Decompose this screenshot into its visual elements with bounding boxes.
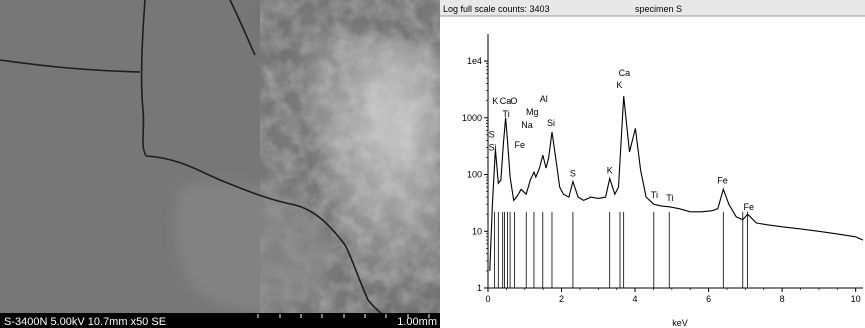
peak-label: Si [547,118,555,128]
sem-caption-info: S-3400N 5.00kV 10.7mm x50 SE [4,316,166,328]
peak-label: Al [540,94,548,104]
peak-label: S [570,169,576,179]
y-tick-label: 1e4 [467,56,482,66]
peak-label: Ti [666,193,673,203]
sem-info-bar [0,313,440,328]
x-tick-label: 4 [633,294,638,304]
spectrum-header-bar [440,0,865,16]
y-tick-label: 1 [477,283,482,293]
peak-label: Fe [717,175,728,185]
peak-label: Ti [503,109,510,119]
spectrum-title: specimen S [635,4,682,14]
x-tick-label: 6 [706,294,711,304]
sem-scale-ticks [257,314,430,318]
peak-label: Na [521,120,533,130]
y-tick-label: 10 [472,226,482,236]
peak-label: O [510,96,517,106]
eds-spectrum-chart: Log full scale counts: 3403 specimen S k… [440,0,865,328]
spectrum-line [489,96,864,271]
peak-label: Fe [514,140,525,150]
sem-micrograph-panel: S-3400N 5.00kV 10.7mm x50 SE 1.00mm [0,0,440,328]
x-tick-label: 10 [851,294,861,304]
peak-label: K [607,166,613,176]
x-tick-label: 8 [780,294,785,304]
spectrum-header-left: Log full scale counts: 3403 [443,4,550,14]
peak-label: K [616,80,622,90]
x-axis-label: keV [672,318,688,328]
x-tick-label: 2 [559,294,564,304]
peak-label: S [489,129,495,139]
sem-scale-label: 1.00mm [397,316,437,328]
y-tick-label: 1000 [462,113,482,123]
eds-spectrum-panel: Log full scale counts: 3403 specimen S k… [440,0,865,328]
peak-label: Fe [744,202,755,212]
peak-label: K [492,96,498,106]
x-tick-label: 0 [485,294,490,304]
y-tick-label: 100 [467,170,482,180]
peak-label: Si [489,142,497,152]
peak-label: Ca [500,96,512,106]
peak-label: Ca [619,68,631,78]
peak-label: Ti [651,190,658,200]
sem-micrograph: S-3400N 5.00kV 10.7mm x50 SE 1.00mm [0,0,440,328]
peak-label: Mg [526,107,539,117]
